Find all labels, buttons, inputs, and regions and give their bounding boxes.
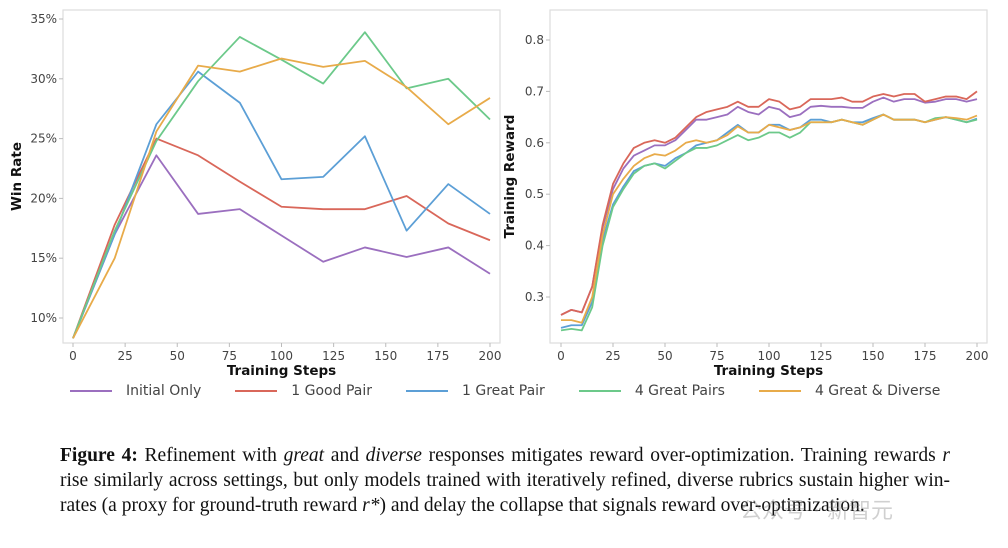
x-tick-label: 25	[605, 349, 620, 363]
legend-item: 1 Good Pair	[235, 383, 372, 399]
caption-segment: r	[942, 445, 950, 466]
x-tick-label: 200	[966, 349, 989, 363]
y-tick-label: 35%	[30, 12, 57, 26]
y-axis-label: Training Reward	[502, 115, 518, 239]
x-tick-label: 175	[426, 349, 449, 363]
series-line-1-good-pair	[72, 137, 491, 339]
series-line-initial-only	[72, 154, 491, 339]
caption-text: Refinement with great and diverse respon…	[60, 445, 950, 516]
figure-caption: Figure 4: Refinement with great and dive…	[60, 443, 950, 518]
figure-charts: 0 25 50 75 100 125 150 175 200 10% 15% 20% 25% 30% 35%…	[9, 9, 989, 379]
chart-1: 0 25 50 75 100 125 150 175 200 10% 15% 20% 25% 30% 35%…	[9, 9, 502, 379]
x-tick-label: 75	[709, 349, 724, 363]
x-axis-label: Training Steps	[714, 363, 823, 379]
caption-segment: and	[324, 445, 366, 466]
series-line-4-great-pairs	[560, 113, 978, 332]
series-line-1-good-pair	[560, 90, 978, 316]
x-tick-label: 175	[914, 349, 937, 363]
x-tick-label: 125	[322, 349, 345, 363]
x-tick-label: 200	[479, 349, 502, 363]
x-tick-label: 150	[374, 349, 397, 363]
series-line-1-great-pair	[560, 113, 978, 329]
y-tick-label: 0.3	[525, 290, 544, 304]
y-tick-label: 0.4	[525, 239, 544, 253]
legend: Initial Only 1 Good Pair 1 Great Pair 4 Gre…	[70, 383, 974, 399]
y-axis-label: Win Rate	[9, 142, 25, 211]
x-tick-label: 25	[117, 349, 132, 363]
series-line-1-great-pair	[72, 70, 491, 339]
legend-label: 1 Great Pair	[461, 383, 545, 399]
x-axis-label: Training Steps	[227, 363, 336, 379]
series-line-4-great-pairs	[72, 31, 491, 339]
x-tick-label: 0	[557, 349, 565, 363]
x-tick-label: 100	[270, 349, 293, 363]
caption-segment: responses mitigates reward over-optimiza…	[421, 445, 943, 466]
caption-segment: great	[283, 445, 325, 466]
chart-2: 0 25 50 75 100 125 150 175 200 0.3 0.4 0.5 0.6 0.7 0.8…	[502, 9, 989, 379]
y-tick-label: 0.7	[525, 84, 544, 98]
caption-segment: r*	[362, 495, 380, 516]
series-line-4-great-diverse	[72, 57, 491, 339]
caption-segment: Refinement with	[137, 445, 284, 466]
x-tick-label: 50	[657, 349, 672, 363]
x-tick-label: 125	[810, 349, 833, 363]
y-tick-label: 0.5	[525, 187, 544, 201]
series-line-initial-only	[560, 96, 978, 316]
legend-label: Initial Only	[126, 383, 202, 399]
caption-segment: diverse	[365, 445, 422, 466]
legend-swatch	[758, 390, 801, 392]
caption-segment: ) and delay the collapse that signals re…	[379, 495, 865, 516]
caption-segment: rise similarly across settings, but only…	[60, 470, 950, 516]
legend-item: Initial Only	[70, 383, 201, 399]
y-tick-label: 20%	[30, 191, 57, 205]
caption-label: Figure 4:	[60, 445, 138, 466]
x-tick-label: 75	[222, 349, 237, 363]
plot-frame	[549, 9, 988, 344]
legend-item: 4 Great Pairs	[578, 383, 725, 399]
legend-item: 1 Great Pair	[405, 383, 545, 399]
legend-swatch	[578, 390, 621, 392]
y-tick-label: 0.8	[525, 33, 544, 47]
x-tick-label: 150	[862, 349, 885, 363]
y-tick-label: 10%	[30, 311, 57, 325]
legend-swatch	[70, 390, 112, 392]
series-line-4-great-diverse	[561, 113, 978, 324]
legend-item: 4 Great & Diverse	[758, 383, 941, 399]
y-tick-label: 25%	[30, 132, 57, 146]
x-tick-label: 0	[69, 349, 77, 363]
legend-swatch	[235, 390, 278, 392]
y-tick-label: 0.6	[525, 136, 544, 150]
legend-label: 4 Great Pairs	[634, 383, 725, 399]
x-tick-label: 50	[170, 349, 185, 363]
legend-label: 1 Good Pair	[291, 383, 372, 399]
legend-swatch	[405, 390, 448, 392]
y-tick-label: 30%	[30, 72, 57, 86]
x-tick-label: 100	[758, 349, 781, 363]
watermark: 公众号 · 新智元	[740, 499, 893, 524]
y-tick-label: 15%	[30, 251, 57, 265]
legend-label: 4 Great & Diverse	[814, 383, 941, 399]
